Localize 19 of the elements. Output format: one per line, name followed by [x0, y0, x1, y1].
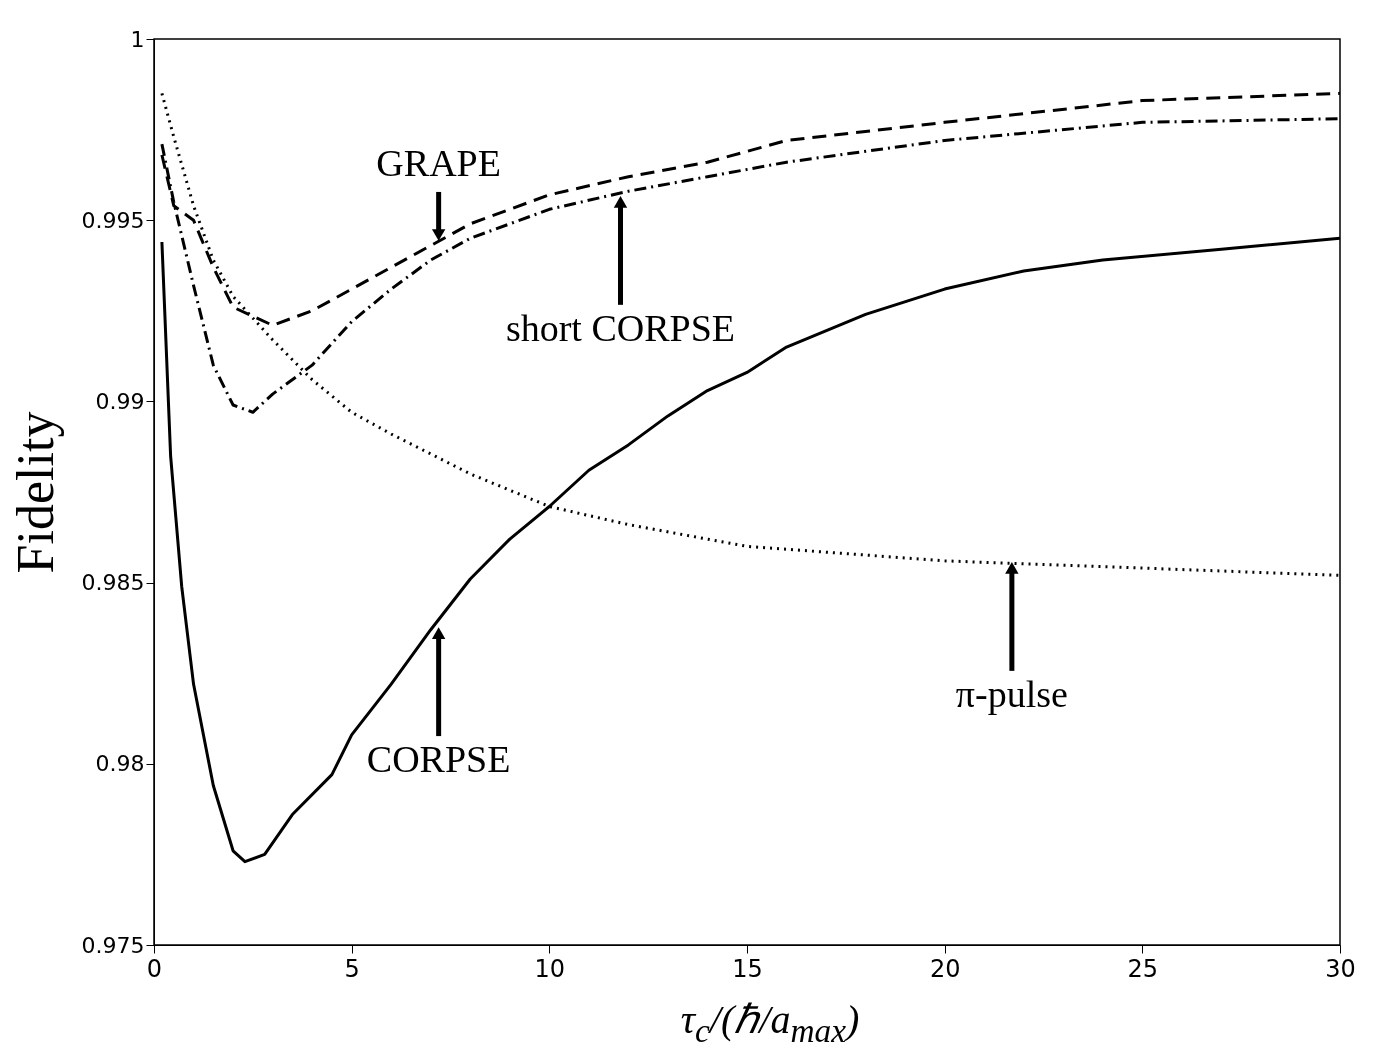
- annotation: GRAPE: [376, 141, 501, 184]
- x-tick-label: 5: [344, 954, 360, 983]
- x-tick-label: 25: [1127, 954, 1159, 983]
- x-axis-title: τ$_{c}$/(ℏ/a$_{max}$): [679, 996, 861, 1050]
- annotation: short CORPSE: [505, 306, 736, 349]
- annotation: CORPSE: [366, 738, 511, 781]
- x-tick-label: 15: [732, 954, 763, 983]
- y-tick-label: 0.975: [81, 932, 145, 958]
- y-tick-label: 0.985: [81, 570, 145, 596]
- annotation: π-pulse: [955, 672, 1068, 715]
- y-axis-title: Fidelity: [6, 411, 64, 574]
- y-tick-label: 0.99: [95, 388, 145, 414]
- x-tick-label: 10: [534, 954, 566, 983]
- x-tick-label: 20: [929, 954, 961, 983]
- y-tick-label: 0.995: [81, 207, 145, 233]
- y-tick-label: 1: [130, 26, 145, 52]
- x-tick-label: 30: [1325, 954, 1356, 983]
- y-tick-label: 0.98: [95, 751, 145, 777]
- x-tick-label: 0: [146, 954, 163, 983]
